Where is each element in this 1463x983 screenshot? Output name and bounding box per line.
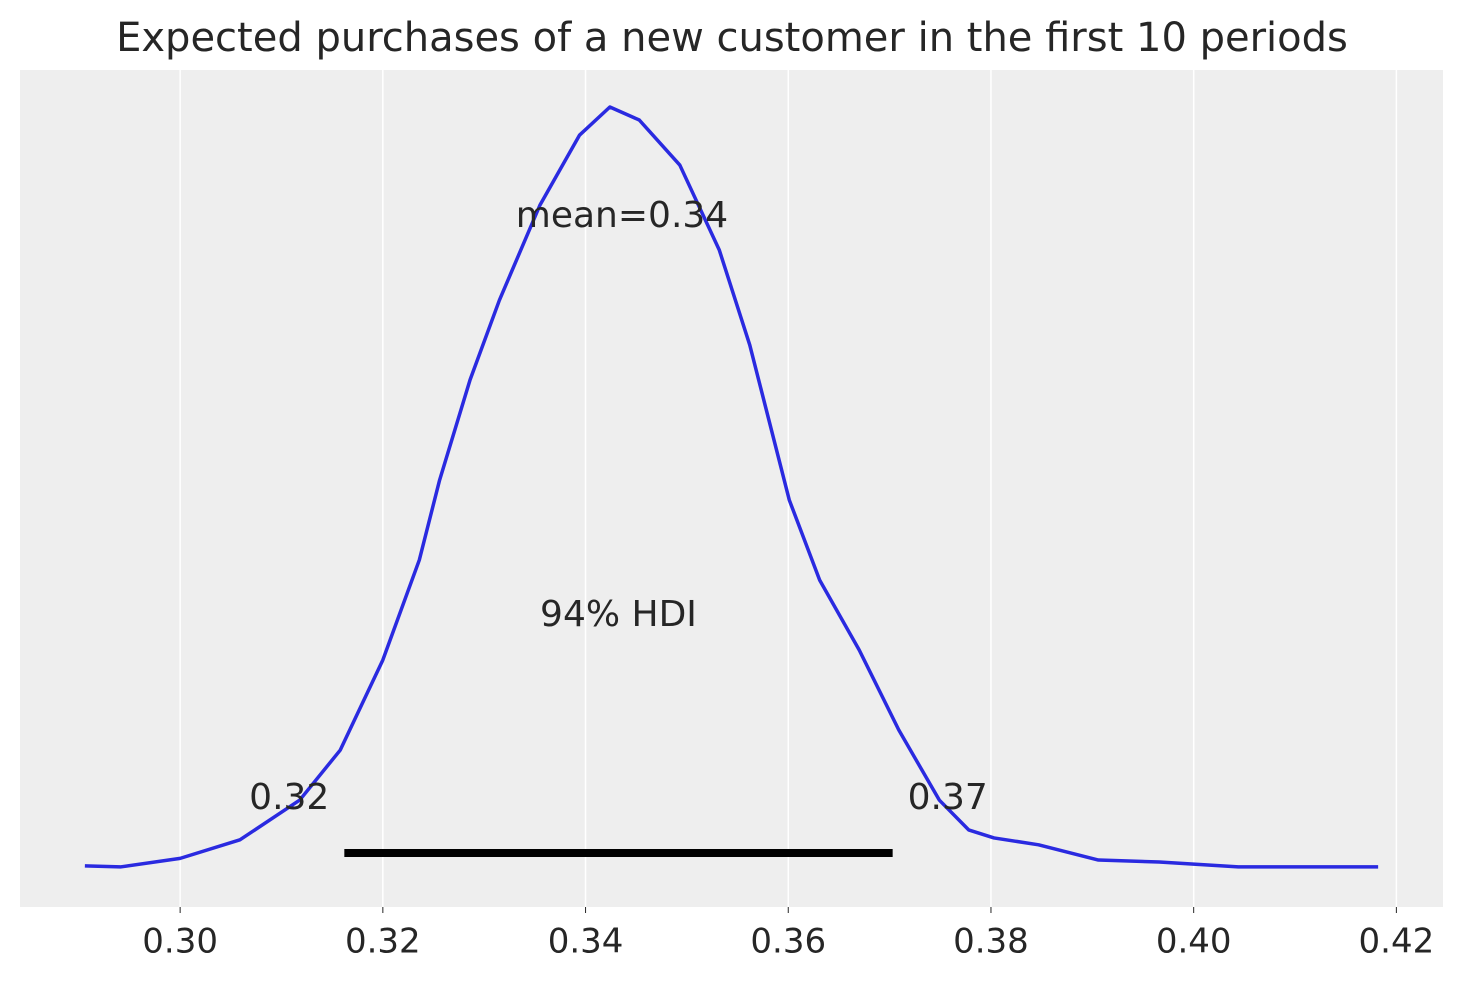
hdi-label: 94% HDI [540, 594, 697, 635]
x-tick-label: 0.42 [1359, 922, 1435, 962]
hdi-high-label: 0.37 [908, 777, 988, 818]
chart-title: Expected purchases of a new customer in … [116, 15, 1348, 61]
x-tick-label: 0.34 [548, 922, 624, 962]
x-tick-label: 0.30 [142, 922, 218, 962]
x-tick-label: 0.36 [750, 922, 826, 962]
mean-label: mean=0.34 [516, 195, 728, 236]
plot-area [20, 70, 1443, 907]
x-tick-label: 0.32 [345, 922, 421, 962]
hdi-low-label: 0.32 [249, 777, 329, 818]
density-line [84, 105, 1379, 869]
x-tick-label: 0.38 [953, 922, 1029, 962]
x-tick-label: 0.40 [1156, 922, 1232, 962]
